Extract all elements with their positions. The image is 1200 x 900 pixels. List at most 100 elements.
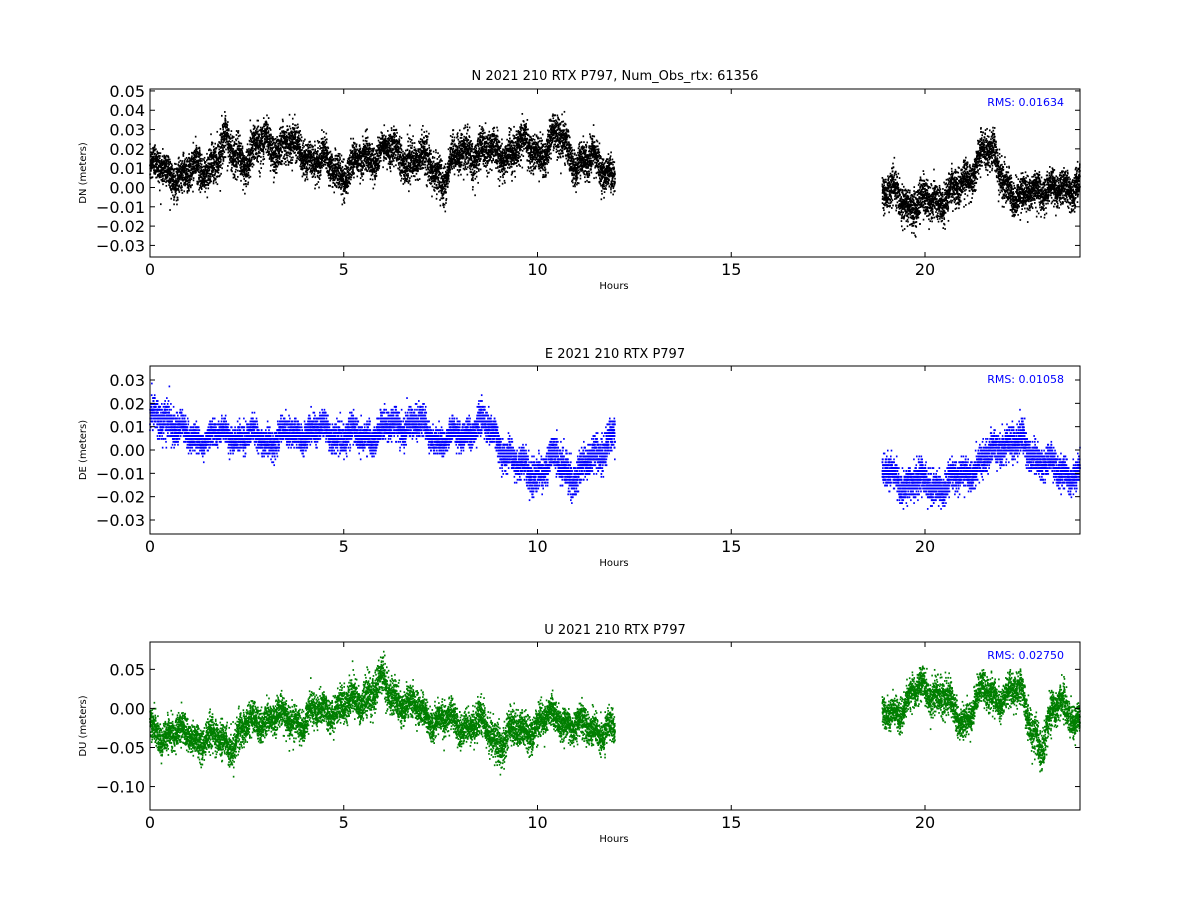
data-point (237, 156, 239, 159)
data-point (265, 132, 268, 135)
data-point (163, 167, 165, 170)
data-point (426, 147, 429, 150)
data-point (185, 168, 188, 170)
data-point (286, 138, 289, 141)
data-point (234, 171, 237, 173)
data-point (280, 138, 283, 141)
data-point (161, 162, 164, 165)
data-point (182, 152, 185, 155)
data-point (248, 176, 250, 179)
data-point (160, 176, 162, 178)
data-point (242, 171, 245, 173)
data-point (220, 150, 223, 153)
data-point (245, 167, 248, 170)
data-point (198, 187, 201, 189)
data-point (189, 179, 192, 182)
data-point (184, 170, 186, 172)
data-point (182, 167, 184, 170)
data-point (215, 155, 218, 158)
data-point (354, 142, 356, 145)
data-point (236, 178, 238, 181)
data-point (265, 141, 268, 144)
data-point (176, 172, 179, 175)
data-point (255, 153, 258, 156)
data-point (212, 169, 215, 172)
data-point (275, 168, 277, 171)
data-point (258, 151, 260, 153)
data-point (256, 128, 258, 130)
data-point (228, 129, 230, 132)
data-point (181, 177, 184, 180)
data-point (336, 172, 338, 175)
data-point (301, 149, 303, 151)
data-point (246, 143, 249, 146)
data-point (394, 156, 396, 159)
data-point (382, 159, 385, 162)
data-point (163, 160, 166, 163)
data-point (272, 146, 274, 149)
data-point (343, 202, 346, 204)
data-point (257, 142, 259, 145)
data-point (230, 156, 233, 159)
data-point (333, 191, 336, 194)
data-point (270, 150, 273, 153)
data-point (249, 158, 251, 161)
data-point (234, 158, 237, 161)
data-point (288, 136, 291, 138)
data-point (170, 163, 173, 166)
data-point (245, 183, 247, 185)
data-point (158, 155, 160, 158)
data-point (335, 185, 338, 188)
data-point (166, 160, 168, 163)
data-point (255, 147, 257, 150)
data-point (389, 167, 391, 170)
data-point (286, 154, 288, 157)
data-point (222, 128, 224, 131)
data-point (228, 137, 231, 140)
data-point (241, 170, 243, 173)
data-point (412, 151, 415, 154)
data-point (177, 168, 180, 171)
data-point (188, 189, 190, 192)
data-point (268, 150, 270, 153)
data-point (341, 166, 344, 168)
data-point (377, 139, 380, 142)
data-point (159, 152, 162, 155)
data-point (150, 164, 153, 167)
data-point (362, 139, 365, 142)
data-point (158, 152, 160, 154)
data-point (266, 126, 269, 129)
data-point (216, 175, 219, 178)
data-point (203, 183, 205, 186)
data-point (268, 144, 271, 147)
data-point (329, 184, 331, 187)
data-point (293, 130, 296, 133)
data-point (281, 163, 283, 166)
data-point (200, 182, 202, 185)
data-point (371, 143, 373, 145)
data-point (287, 133, 290, 136)
data-point (268, 133, 271, 136)
data-point (355, 145, 358, 148)
data-point (374, 153, 377, 155)
data-point (180, 171, 182, 173)
data-point (245, 156, 247, 158)
data-point (302, 142, 304, 145)
data-point (339, 162, 342, 165)
data-point (323, 161, 326, 164)
data-point (283, 132, 286, 134)
data-point (383, 155, 385, 158)
data-point (157, 175, 160, 177)
data-point (246, 164, 249, 166)
data-point (281, 118, 284, 121)
data-point (235, 134, 238, 136)
data-point (177, 164, 180, 166)
data-point (197, 162, 200, 164)
data-point (154, 152, 156, 155)
data-point (167, 158, 169, 161)
data-point (252, 163, 255, 166)
data-point (259, 146, 261, 149)
data-point (197, 154, 200, 156)
data-point (173, 168, 176, 171)
data-point (304, 173, 306, 176)
